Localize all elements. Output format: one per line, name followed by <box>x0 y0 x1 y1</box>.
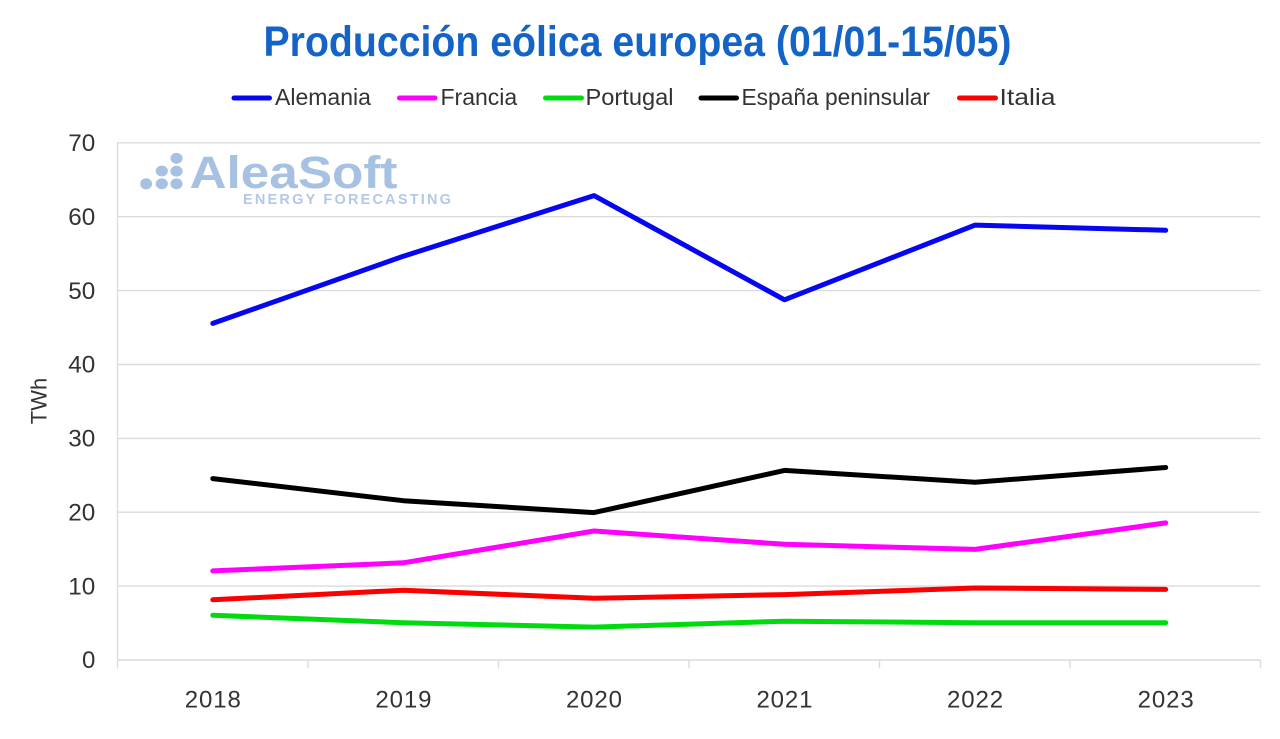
svg-text:30: 30 <box>68 426 95 453</box>
svg-text:60: 60 <box>68 204 95 231</box>
svg-text:2020: 2020 <box>566 687 623 714</box>
svg-text:2023: 2023 <box>1138 687 1195 714</box>
svg-text:40: 40 <box>68 352 95 379</box>
svg-text:Alemania: Alemania <box>275 84 371 110</box>
svg-text:2022: 2022 <box>947 687 1004 714</box>
svg-text:20: 20 <box>68 499 95 526</box>
svg-text:2018: 2018 <box>185 687 242 714</box>
svg-text:ENERGY FORECASTING: ENERGY FORECASTING <box>243 192 453 208</box>
svg-text:2019: 2019 <box>375 687 432 714</box>
svg-text:0: 0 <box>82 647 95 674</box>
svg-text:70: 70 <box>68 130 95 157</box>
svg-text:50: 50 <box>68 278 95 305</box>
svg-text:Italia: Italia <box>1000 84 1056 110</box>
svg-text:Portugal: Portugal <box>586 84 674 110</box>
svg-text:Producción eólica europea (01/: Producción eólica europea (01/01-15/05) <box>264 18 1012 66</box>
svg-text:2021: 2021 <box>756 687 813 714</box>
svg-text:TWh: TWh <box>27 378 52 424</box>
svg-text:10: 10 <box>68 573 95 600</box>
svg-text:Francia: Francia <box>441 84 518 110</box>
svg-text:España peninsular: España peninsular <box>742 84 931 110</box>
svg-text:AleaSoft: AleaSoft <box>190 147 398 198</box>
